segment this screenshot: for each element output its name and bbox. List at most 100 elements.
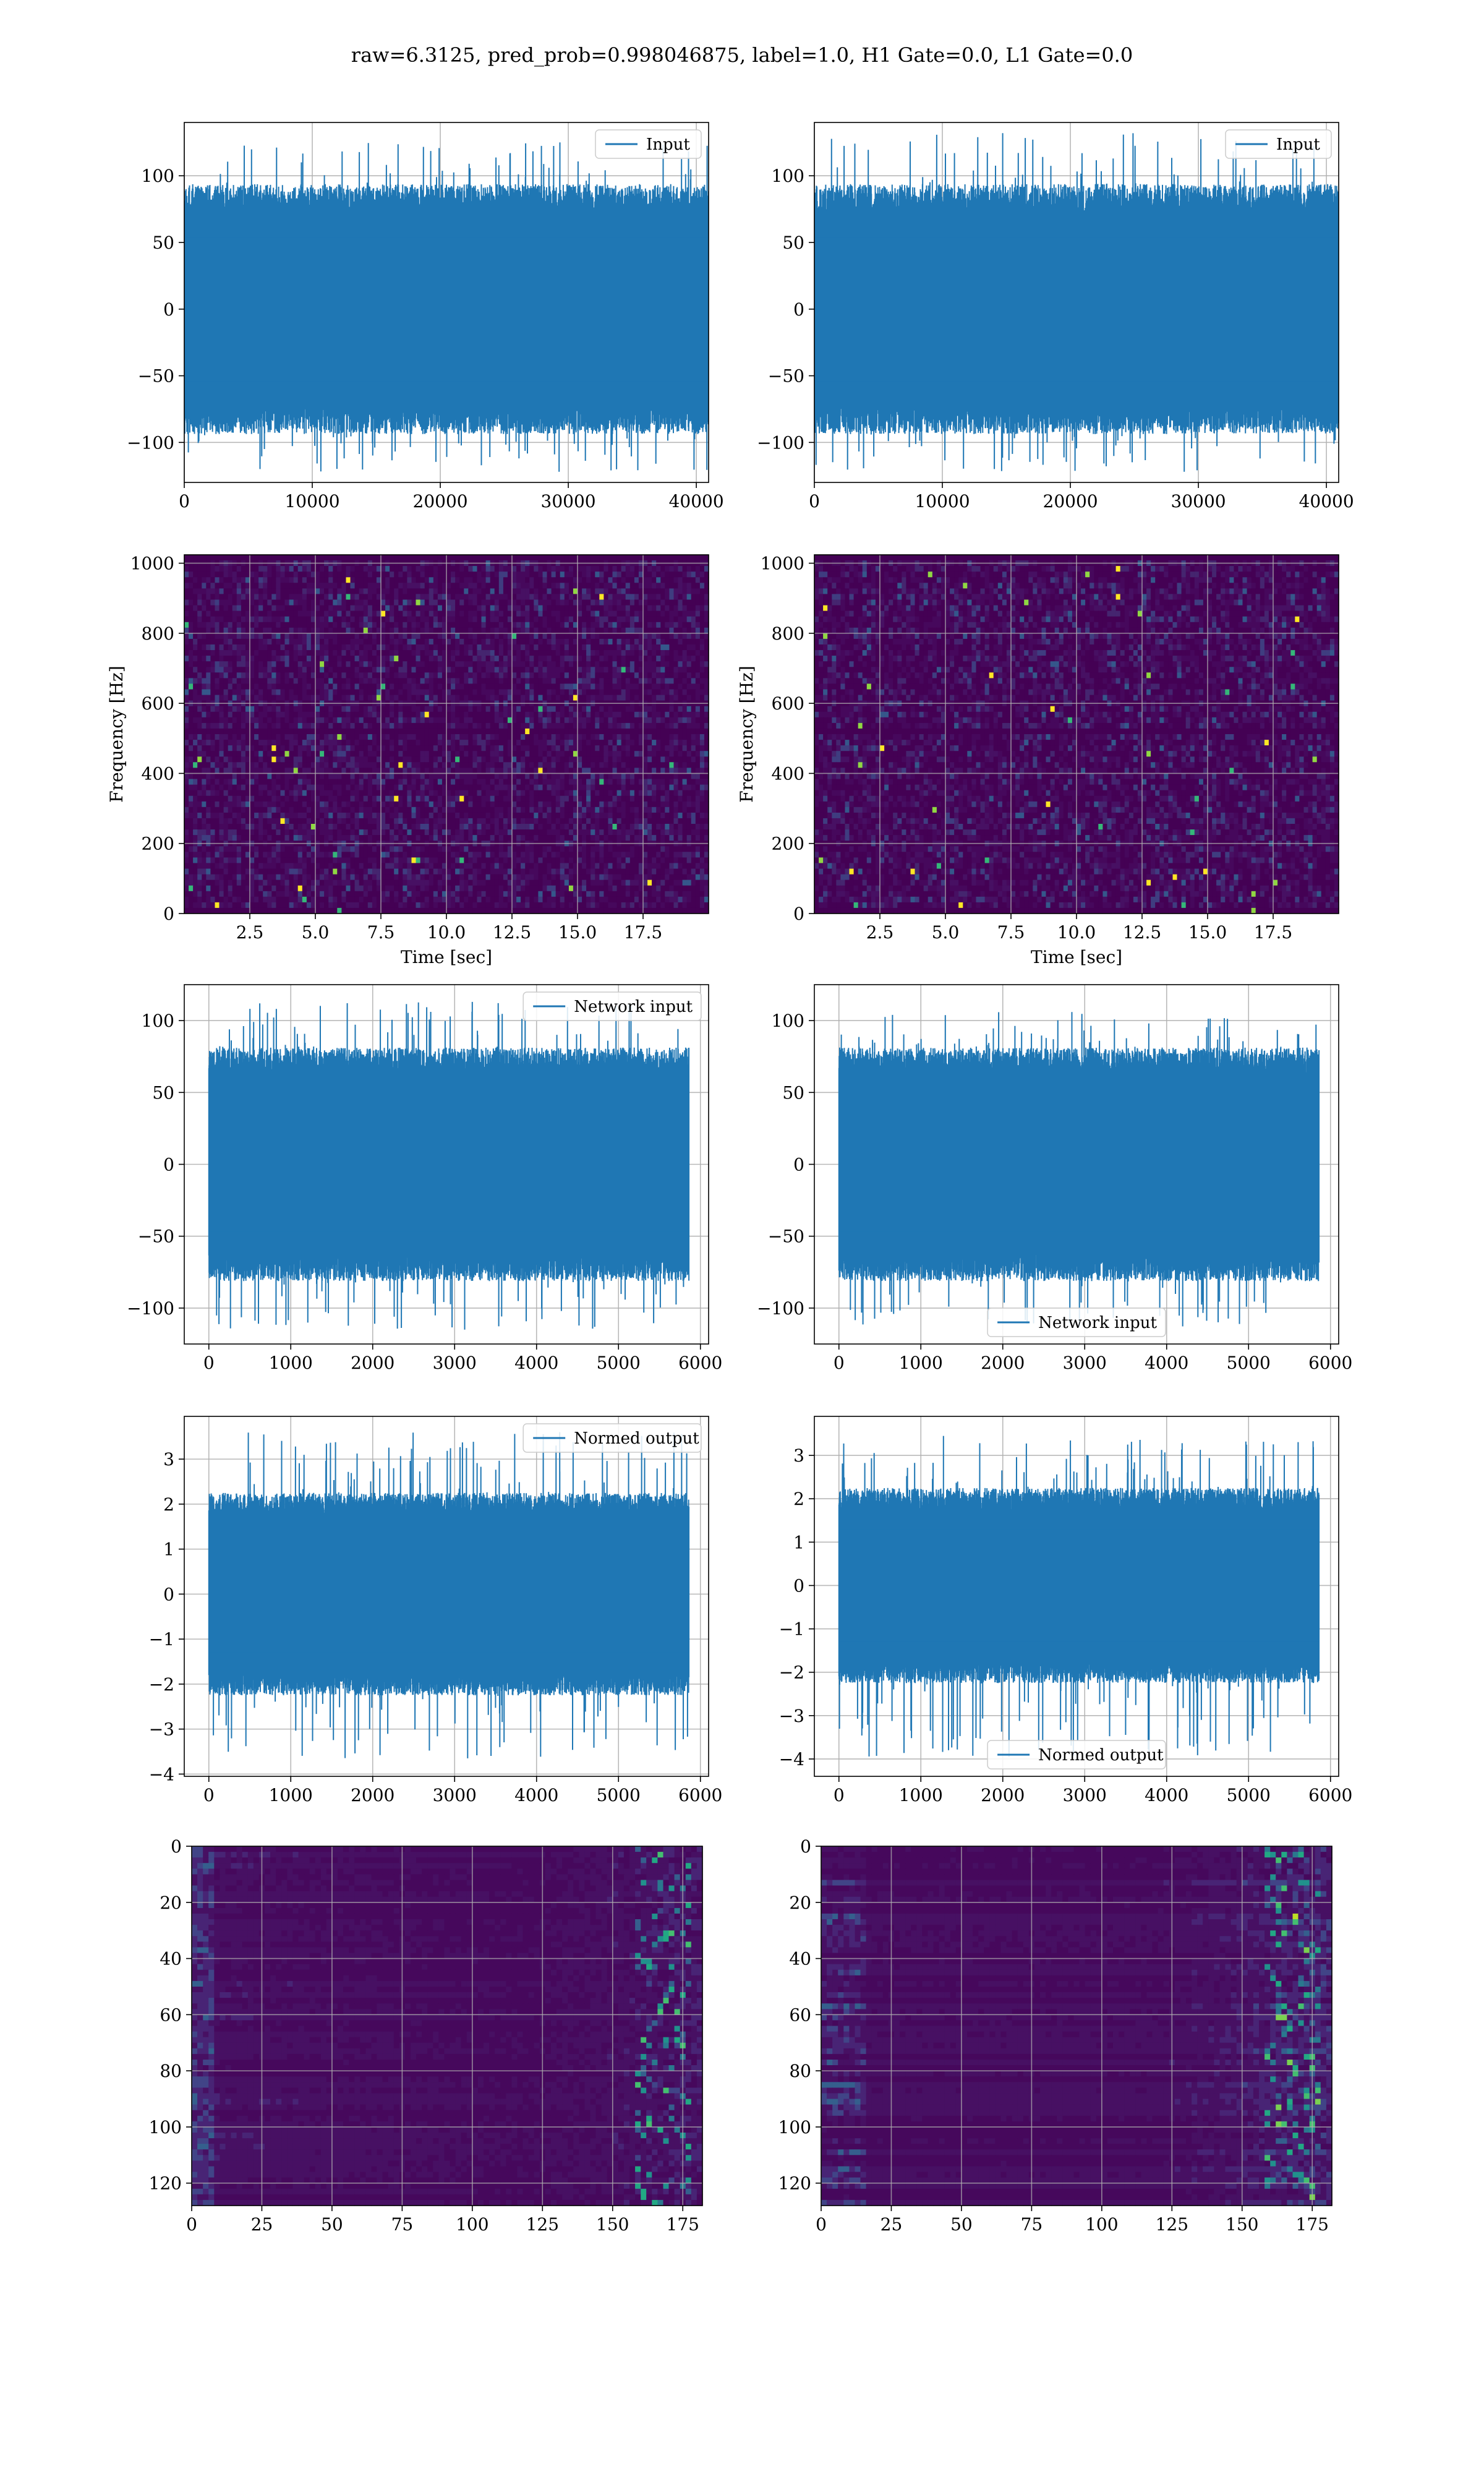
heatmap-cell [193,729,198,735]
heatmap-cell [547,672,552,678]
heatmap-cell [385,745,390,751]
heatmap-cell [652,683,657,690]
heatmap-cell [267,611,272,617]
heatmap-cell [687,672,692,678]
heatmap-cell [294,729,299,735]
heatmap-cell [412,756,417,763]
heatmap-cell [320,779,325,785]
heatmap-cell [368,656,373,662]
heatmap-cell [565,611,569,617]
heatmap-cell [294,583,299,589]
heatmap-cell [403,729,407,735]
heatmap-cell [674,734,679,740]
heatmap-cell [446,594,451,600]
heatmap-cell [696,661,701,667]
heatmap-cell [495,628,500,634]
heatmap-cell [451,745,456,751]
heatmap-cell [578,644,582,651]
heatmap-cell [538,683,543,690]
heatmap-cell [578,606,582,612]
heatmap-cell [368,606,373,612]
heatmap-cell [202,762,207,768]
heatmap-cell [398,617,403,623]
heatmap-cell [700,622,705,628]
heatmap-cell [438,773,443,779]
heatmap-cell [333,756,338,763]
heatmap-cell [477,667,482,673]
heatmap-cell [552,690,556,696]
heatmap-cell [420,690,425,696]
heatmap-cell [241,594,246,600]
heatmap-cell [538,729,543,735]
heatmap-cell [468,644,473,651]
heatmap-cell [250,588,255,594]
heatmap-cell [459,566,464,572]
heatmap-cell [202,729,207,735]
heatmap-cell [464,751,469,757]
heatmap-cell [355,683,360,690]
heatmap-cell [569,583,574,589]
heatmap-cell [560,622,565,628]
heatmap-cell [368,690,373,696]
heatmap-cell [307,740,312,746]
heatmap-cell [425,745,430,751]
heatmap-cell [403,706,407,713]
heatmap-cell [687,566,692,572]
heatmap-cell [337,672,342,678]
heatmap-cell [674,717,679,724]
heatmap-cell [472,622,477,628]
heatmap-cell [617,617,622,623]
heatmap-cell [630,566,635,572]
heatmap-cell [258,661,263,667]
heatmap-cell [193,577,198,583]
heatmap-cell [324,773,329,779]
heatmap-cell [320,594,325,600]
heatmap-cell [621,622,626,628]
heatmap-cell [486,622,491,628]
heatmap-cell [315,690,320,696]
heatmap-cell [438,656,443,662]
heatmap-cell [595,683,600,690]
heatmap-cell [220,762,224,768]
heatmap-cell [215,706,220,713]
heatmap-cell [556,661,561,667]
heatmap-cell [381,667,386,673]
heatmap-cell [547,756,552,763]
heatmap-cell [346,695,351,701]
heatmap-cell [412,617,417,623]
heatmap-cell [634,555,639,561]
heatmap-cell [359,762,364,768]
heatmap-cell [425,656,430,662]
heatmap-cell [569,633,574,640]
heatmap-cell [307,667,312,673]
heatmap-cell [503,617,508,623]
heatmap-cell [687,639,692,645]
heatmap-cell [446,706,451,713]
heatmap-cell [700,661,705,667]
heatmap-cell [468,555,473,561]
heatmap-cell [595,588,600,594]
heatmap-cell [346,667,351,673]
heatmap-cell [516,571,521,578]
heatmap-cell [232,650,237,656]
heatmap-cell [289,706,294,713]
heatmap-cell [459,644,464,651]
heatmap-cell [560,756,565,763]
heatmap-cell [258,734,263,740]
heatmap-cell [398,729,403,735]
heatmap-cell [289,695,294,701]
heatmap-cell [669,683,674,690]
heatmap-cell [665,756,670,763]
heatmap-cell [617,606,622,612]
heatmap-cell [372,577,377,583]
heatmap-cell [595,695,600,701]
heatmap-cell [525,723,530,729]
heatmap-cell [425,723,430,729]
heatmap-cell [403,611,407,617]
heatmap-cell [241,588,246,594]
heatmap-cell [499,717,504,724]
heatmap-cell [324,712,329,718]
heatmap-cell [591,667,595,673]
heatmap-cell [355,656,360,662]
heatmap-cell [429,690,434,696]
